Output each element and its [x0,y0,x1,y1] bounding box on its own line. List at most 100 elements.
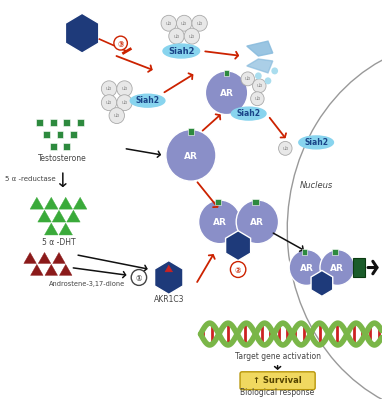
Circle shape [117,81,132,97]
Circle shape [109,108,124,124]
Polygon shape [155,260,183,294]
Polygon shape [67,210,80,222]
Text: ub: ub [106,100,112,105]
Bar [63,119,70,126]
Circle shape [117,95,132,111]
Polygon shape [59,197,72,209]
Text: ↑ Survival: ↑ Survival [253,376,302,385]
Circle shape [231,262,246,278]
Polygon shape [74,197,87,209]
Text: Siah2: Siah2 [136,96,160,105]
Circle shape [278,142,292,155]
Circle shape [101,95,117,111]
Text: AKR1C3: AKR1C3 [154,295,184,304]
Circle shape [101,81,117,97]
Text: Siah2: Siah2 [168,46,195,56]
Circle shape [241,72,254,86]
Circle shape [199,200,241,244]
Text: ub: ub [173,34,180,39]
Text: AR: AR [300,264,313,273]
Circle shape [236,200,278,244]
Bar [43,131,50,138]
Circle shape [205,71,248,114]
Text: Nucleus: Nucleus [300,181,333,190]
Polygon shape [311,270,333,296]
Text: Androstene-3,17-dione: Androstene-3,17-dione [49,282,126,288]
Polygon shape [45,264,57,275]
Polygon shape [30,197,44,209]
Bar [70,131,77,138]
Text: Siah2: Siah2 [237,109,261,118]
Polygon shape [226,231,250,260]
Text: AR: AR [213,218,227,227]
Bar [353,258,365,278]
Text: ub: ub [165,21,172,26]
Circle shape [289,250,324,286]
Polygon shape [59,264,72,275]
Circle shape [114,36,128,50]
Bar [332,249,338,255]
Ellipse shape [130,94,165,107]
FancyBboxPatch shape [240,372,315,390]
Bar [188,128,194,135]
Ellipse shape [231,107,266,120]
Text: ub: ub [106,86,112,91]
Polygon shape [65,13,99,53]
Circle shape [271,68,278,74]
Text: ②: ② [235,266,241,275]
Bar [57,131,63,138]
Text: ub: ub [196,21,203,26]
Bar [36,119,43,126]
Text: ub: ub [114,113,120,118]
Ellipse shape [299,136,334,149]
Polygon shape [53,252,65,264]
Bar [214,198,221,206]
Text: Biological response: Biological response [241,388,315,397]
Circle shape [192,15,207,31]
Text: ub: ub [181,21,187,26]
Text: Target gene activation: Target gene activation [235,352,321,362]
Text: AR: AR [250,218,264,227]
Circle shape [250,92,264,106]
Text: ub: ub [121,86,128,91]
Circle shape [255,72,262,79]
Polygon shape [165,265,173,272]
Polygon shape [247,59,273,73]
Bar [224,70,229,76]
Polygon shape [44,197,58,209]
Circle shape [166,130,216,181]
Polygon shape [52,210,66,222]
Text: AR: AR [331,264,344,273]
Text: 5 α -DHT: 5 α -DHT [42,238,76,247]
Polygon shape [38,252,51,264]
Text: Testosterone: Testosterone [38,154,87,163]
Bar [302,249,308,255]
Text: Siah2: Siah2 [304,138,328,147]
Text: ub: ub [245,76,251,81]
Polygon shape [44,223,58,235]
Polygon shape [24,252,36,264]
Text: ub: ub [282,146,288,151]
Bar [50,119,57,126]
Text: AR: AR [184,152,198,161]
Ellipse shape [163,44,200,58]
Text: ub: ub [254,96,260,101]
Text: 5 α -reductase: 5 α -reductase [5,176,56,182]
Text: ub: ub [121,100,128,105]
Bar [63,143,70,150]
Bar [252,198,259,206]
Circle shape [184,28,200,44]
Polygon shape [59,223,72,235]
Circle shape [131,270,147,286]
Text: ub: ub [256,83,262,88]
Polygon shape [247,41,273,56]
Text: AR: AR [219,89,234,98]
Text: ③: ③ [117,40,124,48]
Circle shape [320,250,355,286]
Circle shape [265,77,271,84]
Circle shape [177,15,192,31]
Circle shape [252,79,266,93]
Text: ①: ① [136,274,142,283]
Circle shape [161,15,177,31]
Bar [50,143,57,150]
